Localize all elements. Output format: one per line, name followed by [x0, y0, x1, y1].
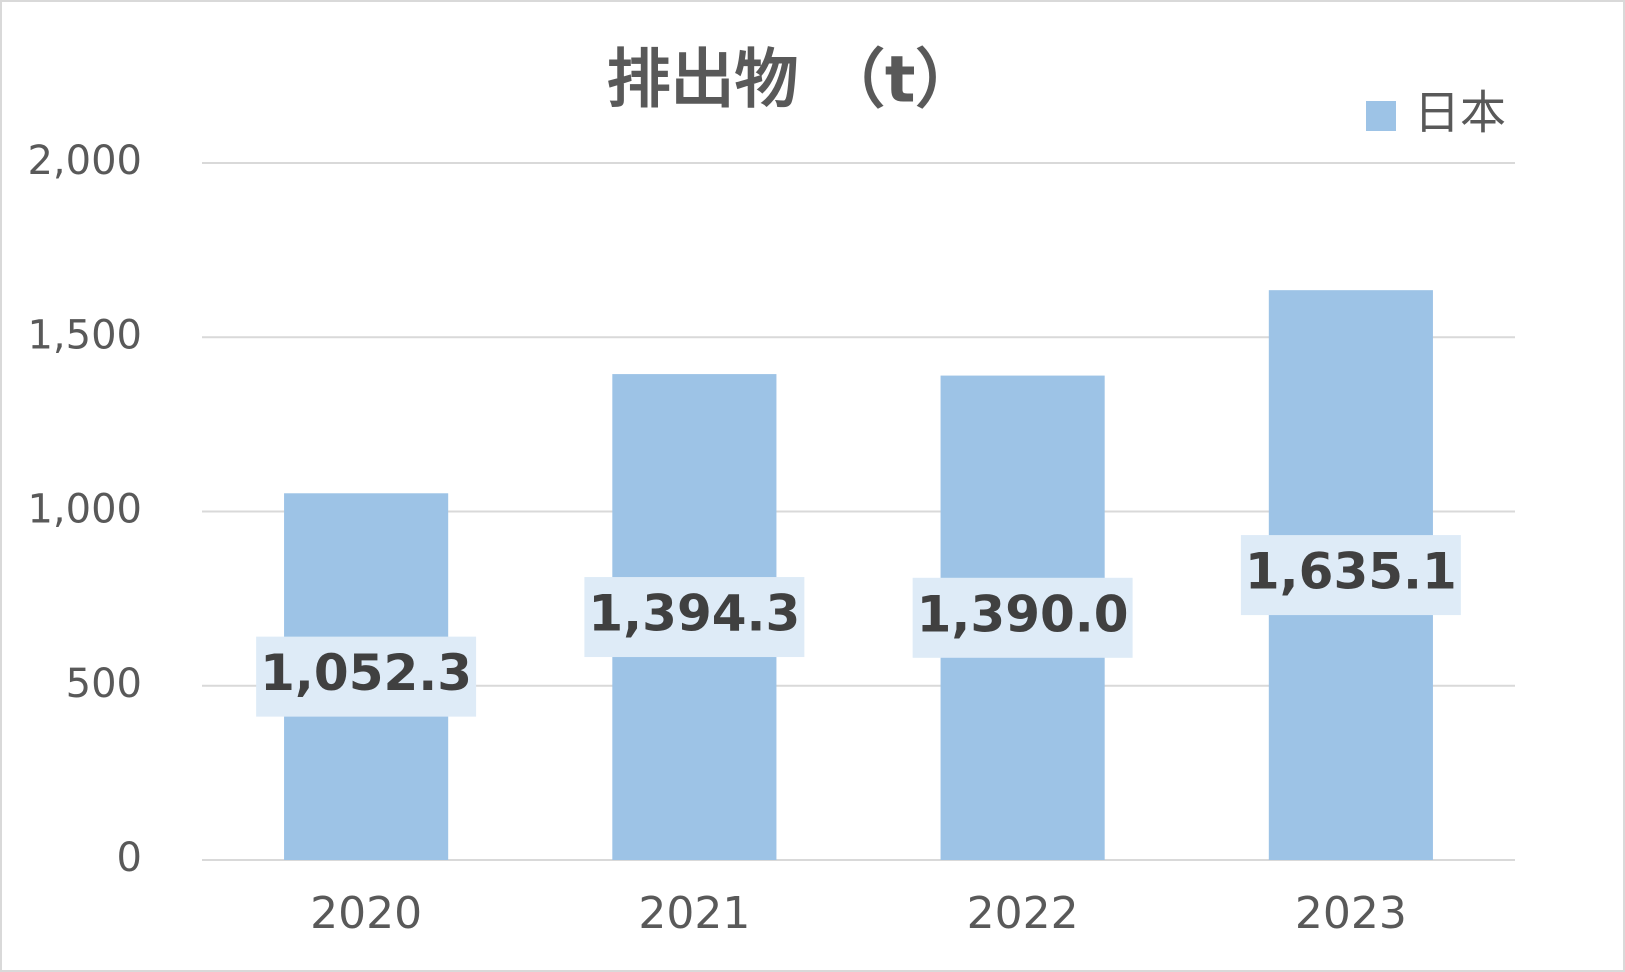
legend-swatch: [1366, 101, 1396, 131]
y-tick-label: 2,000: [27, 138, 142, 184]
chart-title: 排出物 （t）: [607, 44, 980, 118]
data-label-background: [912, 577, 1133, 658]
legend-label: 日本: [1414, 86, 1506, 140]
x-tick-label: 2023: [1295, 888, 1407, 939]
data-label: 1,394.3: [588, 585, 800, 643]
x-tick-label: 2021: [638, 888, 750, 939]
data-label-background: [1240, 535, 1461, 616]
data-label-background: [584, 577, 805, 658]
y-tick-label: 0: [117, 835, 142, 881]
data-label-background: [256, 636, 477, 717]
y-tick-label: 500: [66, 661, 142, 707]
x-tick-label: 2020: [310, 888, 422, 939]
y-tick-label: 1,000: [27, 487, 142, 533]
data-label: 1,390.0: [917, 585, 1129, 643]
y-tick-label: 1,500: [27, 312, 142, 358]
data-label: 1,052.3: [260, 644, 472, 702]
x-tick-label: 2022: [967, 888, 1079, 939]
data-label: 1,635.1: [1245, 543, 1457, 601]
